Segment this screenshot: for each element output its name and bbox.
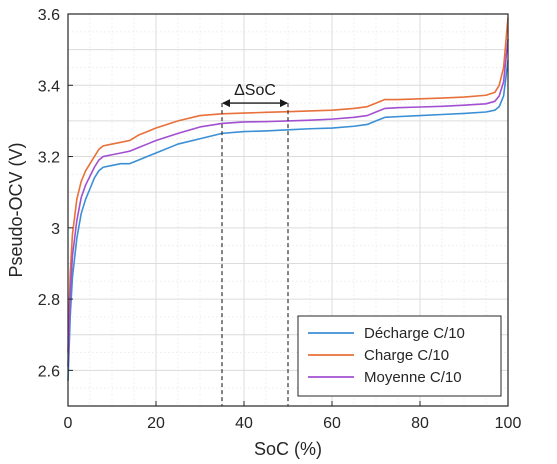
series-line-2 — [67, 17, 509, 353]
y-tick-label: 3 — [51, 221, 60, 238]
annotation-arrowhead-right — [280, 99, 288, 108]
legend-label: Charge C/10 — [364, 347, 449, 364]
y-tick-label: 2.8 — [38, 292, 60, 309]
plot-frame — [67, 13, 509, 407]
y-tick-label: 2.6 — [38, 363, 60, 380]
legend-box — [297, 315, 502, 397]
series-line-1 — [67, 60, 509, 382]
y-axis-title: Pseudo-OCV (V) — [6, 142, 26, 277]
series-lines — [67, 17, 509, 382]
x-tick-label: 0 — [64, 415, 73, 432]
x-tick-label: 100 — [495, 415, 522, 432]
axis-ticks: 0 20 40 60 80 100 2.6 2.8 3 3.2 3.4 3.6 — [38, 7, 522, 432]
y-tick-label: 3.2 — [38, 150, 60, 167]
x-tick-label: 40 — [235, 415, 253, 432]
x-tick-label: 80 — [411, 415, 429, 432]
x-axis-title: SoC (%) — [254, 439, 322, 459]
y-tick-label: 3.4 — [38, 78, 60, 95]
legend: Décharge C/10 Charge C/10 Moyenne C/10 — [297, 315, 502, 397]
legend-label: Décharge C/10 — [364, 325, 465, 342]
delta-soc-annotation: ΔSoC — [221, 82, 289, 406]
x-tick-label: 20 — [147, 415, 165, 432]
y-tick-label: 3.6 — [38, 7, 60, 24]
annotation-arrowhead-left — [222, 99, 230, 108]
annotation-label: ΔSoC — [234, 82, 276, 99]
series-line-3 — [67, 38, 509, 367]
x-tick-label: 60 — [323, 415, 341, 432]
legend-label: Moyenne C/10 — [364, 369, 462, 386]
